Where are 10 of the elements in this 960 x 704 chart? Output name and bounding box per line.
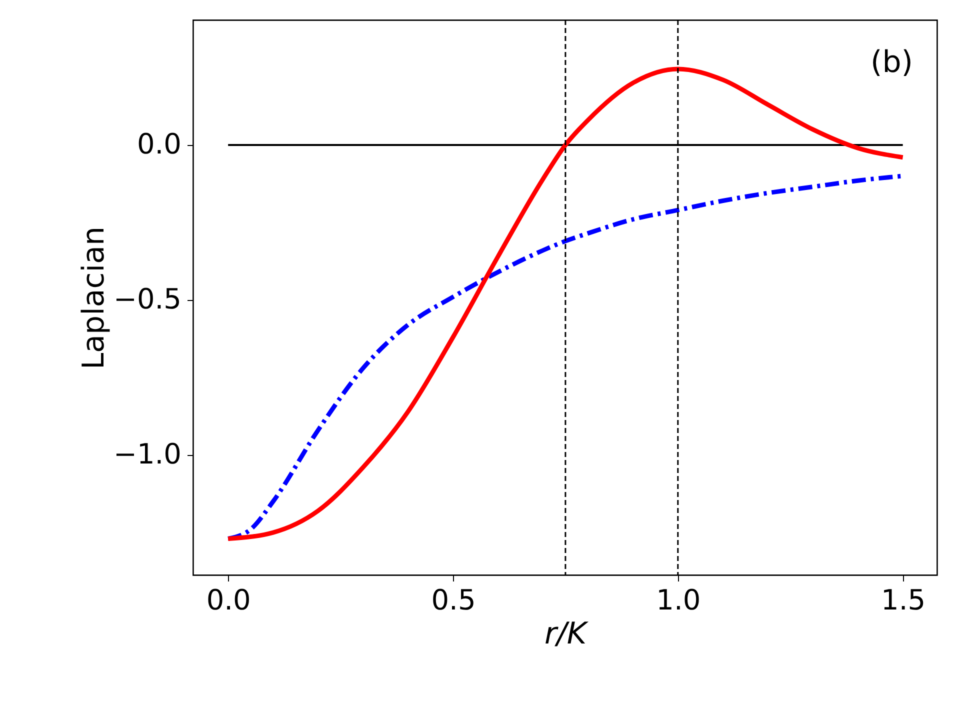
annotation: (b): [870, 45, 913, 80]
y-axis-title: Laplacian: [76, 226, 112, 370]
x-axis-title: r/K: [544, 616, 589, 652]
y-tick-label: −0.5: [114, 282, 182, 316]
y-tick-label: 0.0: [136, 127, 182, 160]
y-tick-label: −1.0: [114, 438, 182, 471]
x-tick-label: 1.5: [881, 584, 926, 616]
x-tick-label: 1.0: [656, 584, 701, 616]
x-tick-label: 0.0: [206, 584, 251, 616]
x-tick-label: 0.5: [431, 584, 476, 616]
